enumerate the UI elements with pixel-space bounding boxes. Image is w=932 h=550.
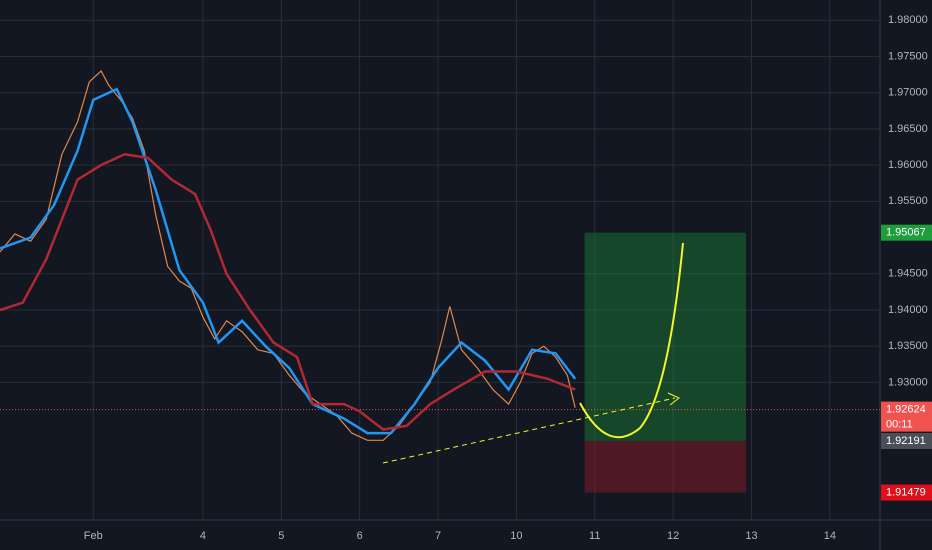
- y-tick-label: 1.96000: [888, 159, 928, 171]
- x-tick-label: 12: [667, 530, 679, 542]
- x-tick-label: 6: [357, 530, 363, 542]
- price-tag-label: 1.92624: [886, 404, 926, 416]
- y-tick-label: 1.96500: [888, 123, 928, 135]
- price-tag: [881, 401, 932, 432]
- y-tick-label: 1.97000: [888, 87, 928, 99]
- y-tick-label: 1.94500: [888, 268, 928, 280]
- y-tick-label: 1.98000: [888, 14, 928, 26]
- y-tick-label: 1.93000: [888, 376, 928, 388]
- plot-area: [0, 0, 880, 520]
- x-tick-label: 10: [510, 530, 522, 542]
- price-tag-label: 1.91479: [886, 486, 926, 498]
- x-tick-label: 7: [435, 530, 441, 542]
- price-tag: [881, 224, 932, 241]
- y-tick-label: 1.94000: [888, 304, 928, 316]
- price-tag: [881, 484, 932, 501]
- series-line: [0, 153, 576, 431]
- arrow-head: [667, 392, 680, 406]
- x-tick-label: 4: [200, 530, 206, 542]
- countdown: 00:11: [886, 419, 913, 431]
- x-tick-label: 13: [745, 530, 757, 542]
- series-line: [0, 70, 576, 441]
- x-tick-label: 14: [824, 530, 836, 542]
- drawing-curve: [579, 242, 684, 439]
- x-tick-label: 11: [589, 530, 600, 542]
- price-tag: [881, 432, 932, 449]
- x-tick-label: Feb: [84, 530, 103, 542]
- y-tick-label: 1.93500: [888, 340, 928, 352]
- y-tick-label: 1.97500: [888, 50, 928, 62]
- price-tag-label: 1.92191: [886, 435, 926, 447]
- y-tick-label: 1.95500: [888, 195, 928, 207]
- drawing-arrow: [382, 397, 676, 464]
- series-line: [0, 87, 577, 435]
- price-tag-label: 1.95067: [886, 227, 926, 239]
- x-tick-label: 5: [278, 530, 284, 542]
- loss-zone: [584, 440, 747, 493]
- profit-zone: [584, 232, 747, 441]
